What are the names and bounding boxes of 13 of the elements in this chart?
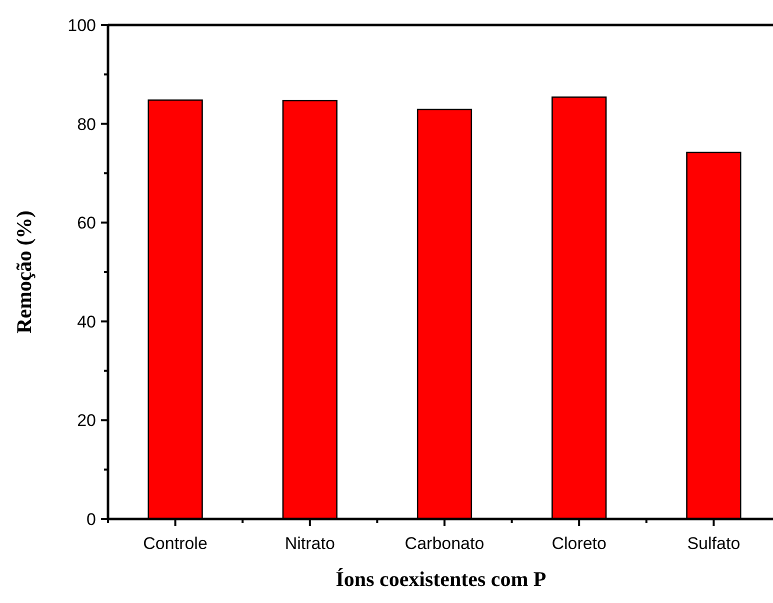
x-tick-label: Nitrato [284, 534, 335, 553]
y-tick-label: 20 [77, 411, 96, 430]
x-tick-label: Carbonato [404, 534, 484, 553]
x-tick-label: Sulfato [687, 534, 740, 553]
x-tick-label: Controle [143, 534, 208, 553]
y-tick-label: 100 [68, 16, 96, 35]
y-tick-label: 60 [77, 214, 96, 233]
x-axis-title: Íons coexistentes com P [336, 567, 546, 591]
x-tick-label: Cloreto [552, 534, 607, 553]
y-tick-label: 40 [77, 312, 96, 332]
y-axis-title: Remoção (%) [12, 210, 36, 334]
y-tick-label: 0 [86, 510, 96, 529]
y-tick-label: 80 [77, 114, 96, 134]
